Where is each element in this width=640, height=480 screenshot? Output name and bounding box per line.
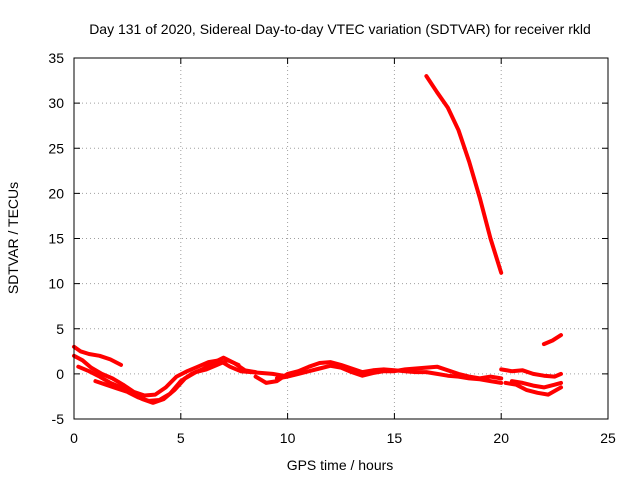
x-tick-label: 5 — [177, 430, 185, 446]
y-tick-label: -5 — [52, 411, 65, 427]
y-tick-label: 0 — [56, 366, 64, 382]
series-line — [503, 380, 563, 397]
y-tick-label: 25 — [48, 140, 64, 156]
series-layer — [72, 74, 563, 405]
y-tick-label: 5 — [56, 321, 64, 337]
series-line — [72, 344, 123, 367]
series-line — [541, 333, 563, 347]
axes: 0 5 10 15 20 25 -5 0 5 10 15 20 25 30 35 — [48, 50, 616, 446]
x-tick-label: 25 — [600, 430, 616, 446]
y-tick-label: 35 — [48, 50, 64, 66]
y-axis-label: SDTVAR / TECUs — [5, 182, 21, 294]
y-tick-label: 30 — [48, 95, 64, 111]
series-line — [424, 74, 504, 275]
x-tick-label: 10 — [280, 430, 296, 446]
x-axis-label: GPS time / hours — [287, 457, 394, 473]
series-line — [72, 353, 296, 398]
y-tick-label: 15 — [48, 231, 64, 247]
y-tick-label: 20 — [48, 185, 64, 201]
x-tick-label: 0 — [70, 430, 78, 446]
series-line — [509, 379, 563, 390]
series-line — [499, 367, 563, 379]
series-line — [253, 360, 504, 385]
series-line — [274, 363, 504, 381]
series-line — [93, 355, 258, 403]
chart-title: Day 131 of 2020, Sidereal Day-to-day VTE… — [89, 21, 591, 37]
y-tick-label: 10 — [48, 276, 64, 292]
x-tick-label: 15 — [387, 430, 403, 446]
grid — [74, 58, 608, 419]
x-tick-label: 20 — [493, 430, 509, 446]
